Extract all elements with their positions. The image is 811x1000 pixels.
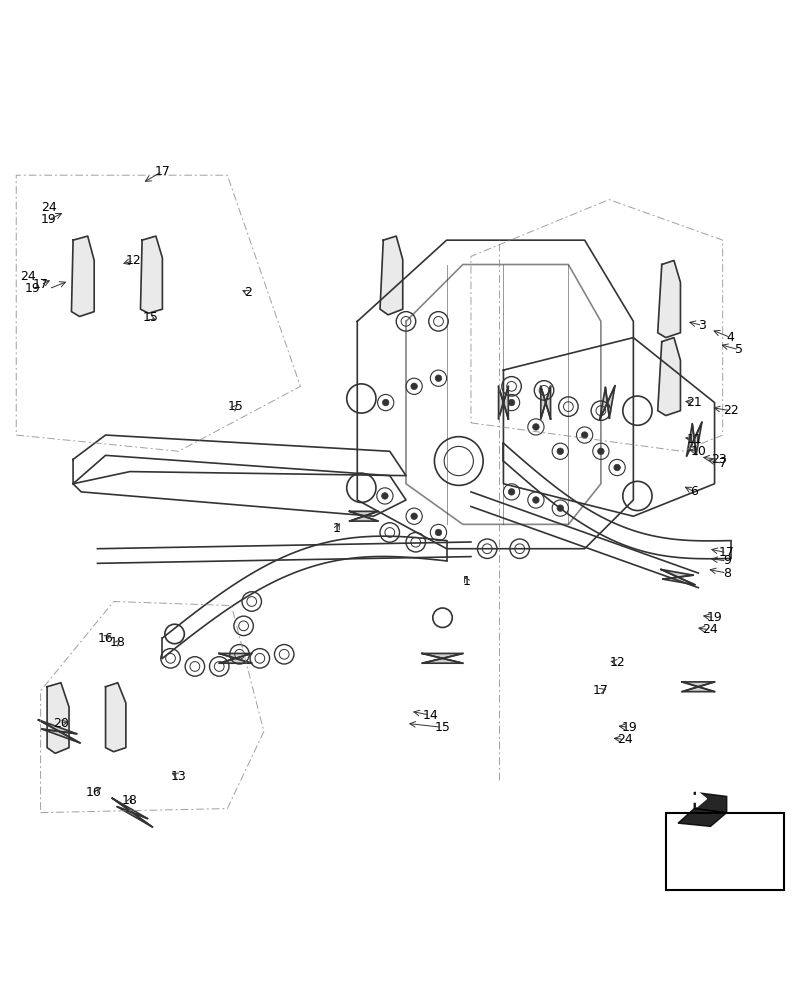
Text: 3: 3 — [697, 319, 706, 332]
Text: 12: 12 — [608, 656, 624, 669]
Polygon shape — [686, 422, 701, 456]
Circle shape — [410, 383, 417, 390]
Polygon shape — [599, 386, 614, 419]
Circle shape — [410, 513, 417, 519]
Circle shape — [581, 432, 587, 438]
Text: 16: 16 — [97, 632, 114, 645]
Text: 19: 19 — [24, 282, 41, 295]
Text: 24: 24 — [20, 270, 36, 283]
Text: 15: 15 — [434, 721, 450, 734]
Circle shape — [381, 493, 388, 499]
Polygon shape — [681, 682, 714, 692]
Polygon shape — [112, 798, 152, 827]
Circle shape — [556, 505, 563, 511]
Text: 8: 8 — [722, 567, 730, 580]
Polygon shape — [105, 683, 126, 752]
Circle shape — [382, 399, 388, 406]
Text: 19: 19 — [706, 611, 722, 624]
Text: 1: 1 — [333, 522, 341, 535]
Text: 1: 1 — [462, 575, 470, 588]
Text: 13: 13 — [170, 770, 187, 783]
Text: 23: 23 — [710, 453, 726, 466]
Text: 17: 17 — [32, 278, 49, 291]
Polygon shape — [660, 570, 694, 585]
Text: 24: 24 — [41, 201, 57, 214]
Text: 19: 19 — [41, 213, 57, 226]
Text: 18: 18 — [109, 636, 126, 649]
Circle shape — [597, 448, 603, 455]
Text: 17: 17 — [154, 165, 170, 178]
Text: 24: 24 — [702, 623, 718, 636]
Polygon shape — [657, 260, 680, 338]
Text: 4: 4 — [726, 331, 734, 344]
Text: 12: 12 — [126, 254, 142, 267]
Text: 2: 2 — [243, 286, 251, 299]
Circle shape — [532, 497, 539, 503]
Text: 5: 5 — [734, 343, 742, 356]
Text: 20: 20 — [53, 717, 69, 730]
Polygon shape — [693, 792, 726, 813]
Circle shape — [435, 529, 441, 536]
Polygon shape — [680, 791, 706, 807]
Circle shape — [532, 424, 539, 430]
Polygon shape — [540, 386, 550, 419]
Text: 6: 6 — [689, 485, 697, 498]
Text: 18: 18 — [122, 794, 138, 807]
Circle shape — [508, 489, 514, 495]
Circle shape — [435, 375, 441, 381]
Circle shape — [556, 448, 563, 455]
Polygon shape — [677, 809, 726, 826]
Circle shape — [508, 399, 514, 406]
Polygon shape — [498, 386, 508, 419]
Text: 10: 10 — [689, 445, 706, 458]
Text: 16: 16 — [85, 786, 101, 799]
Text: 22: 22 — [722, 404, 738, 417]
Text: 7: 7 — [718, 457, 726, 470]
Circle shape — [613, 464, 620, 471]
Polygon shape — [219, 653, 251, 663]
Polygon shape — [140, 236, 162, 313]
Text: 15: 15 — [227, 400, 243, 413]
Text: 24: 24 — [616, 733, 633, 746]
Polygon shape — [47, 683, 69, 753]
Polygon shape — [349, 511, 378, 521]
Text: 11: 11 — [685, 433, 702, 446]
Text: 21: 21 — [685, 396, 702, 409]
Polygon shape — [71, 236, 94, 316]
Text: 9: 9 — [722, 554, 730, 567]
Polygon shape — [38, 720, 80, 743]
Text: 14: 14 — [422, 709, 438, 722]
Text: 17: 17 — [718, 546, 734, 559]
FancyBboxPatch shape — [665, 813, 783, 890]
Text: 15: 15 — [142, 311, 158, 324]
Text: 19: 19 — [620, 721, 637, 734]
Polygon shape — [657, 338, 680, 416]
Text: 17: 17 — [592, 684, 608, 697]
Polygon shape — [422, 653, 462, 663]
Polygon shape — [380, 236, 402, 315]
